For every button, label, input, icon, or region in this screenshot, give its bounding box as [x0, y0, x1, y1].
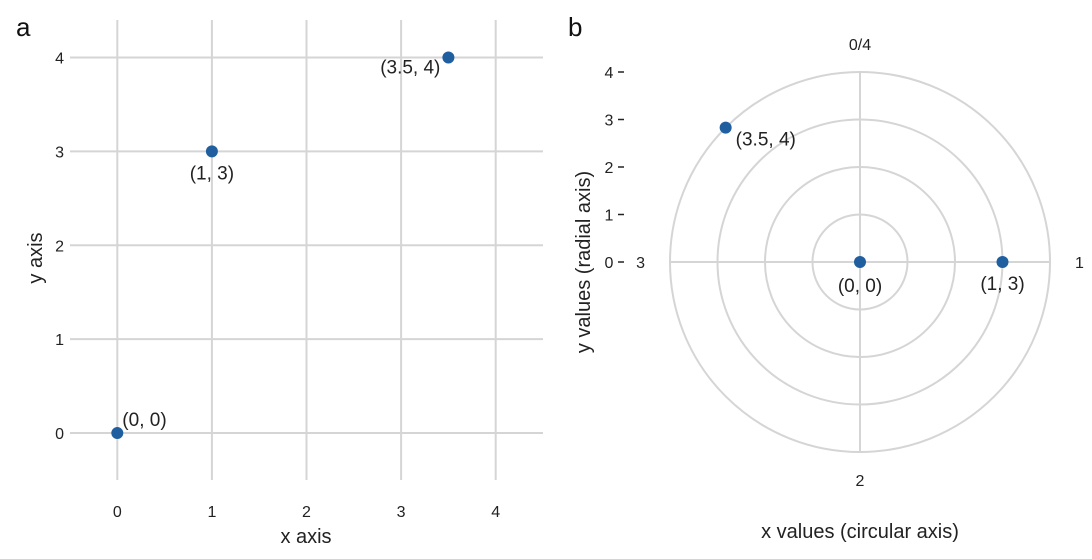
- data-label-3-5-4: (3.5, 4): [380, 58, 440, 79]
- y-tick-label-0: 0: [55, 426, 64, 443]
- data-point-1-3: [205, 145, 218, 158]
- panel-a-y-tick-labels: 0 1 2 3 4: [55, 51, 64, 444]
- panel-b-points: [719, 121, 1009, 268]
- radial-tick-label-0: 0: [605, 255, 614, 272]
- panel-b-polar-plot: b 0/4 1 2 3 0 1 2 3 4 (0, 0) (1, 3) (3.5, 4) x va…: [568, 12, 1084, 543]
- panel-b-x-axis-title: x values (circular axis): [761, 521, 959, 543]
- polar-data-label-3-5-4: (3.5, 4): [736, 130, 796, 151]
- x-tick-label-4: 4: [491, 504, 500, 521]
- polar-data-point-1-3: [996, 256, 1009, 268]
- data-point-3-5-4: [442, 51, 455, 64]
- polar-data-label-0-0: (0, 0): [838, 276, 882, 297]
- data-point-0-0: [111, 427, 124, 440]
- panel-a-points: [111, 51, 455, 440]
- panel-b-y-axis-title: y values (radial axis): [573, 171, 595, 353]
- panel-a-y-axis-title: y axis: [25, 232, 47, 283]
- polar-data-label-1-3: (1, 3): [980, 274, 1024, 295]
- panel-b-point-labels: (0, 0) (1, 3) (3.5, 4): [736, 130, 1025, 297]
- panel-b-letter: b: [568, 12, 582, 42]
- x-tick-label-0: 0: [113, 504, 122, 521]
- panel-b-radial-tick-labels: 0 1 2 3 4: [605, 65, 624, 272]
- polar-data-point-3-5-4: [719, 121, 732, 134]
- y-tick-label-2: 2: [55, 238, 64, 255]
- angular-tick-label-3: 3: [636, 255, 645, 272]
- y-tick-label-3: 3: [55, 144, 64, 161]
- radial-tick-label-4: 4: [605, 65, 614, 82]
- panel-b-angular-tick-labels: 0/4 1 2 3: [636, 37, 1084, 490]
- panel-a-x-axis-title: x axis: [280, 526, 331, 548]
- panel-a-x-tick-labels: 0 1 2 3 4: [113, 504, 500, 521]
- angular-tick-label-2: 2: [856, 473, 865, 490]
- angular-tick-label-1: 1: [1075, 255, 1084, 272]
- panel-a-letter: a: [16, 12, 31, 42]
- radial-tick-label-3: 3: [605, 113, 614, 130]
- y-tick-label-1: 1: [55, 332, 64, 349]
- x-tick-label-1: 1: [207, 504, 216, 521]
- y-tick-label-4: 4: [55, 51, 64, 68]
- data-label-0-0: (0, 0): [122, 410, 166, 431]
- data-label-1-3: (1, 3): [190, 163, 234, 184]
- panel-a-point-labels: (0, 0) (1, 3) (3.5, 4): [122, 58, 440, 432]
- x-tick-label-2: 2: [302, 504, 311, 521]
- radial-tick-label-1: 1: [605, 208, 614, 225]
- radial-tick-label-2: 2: [605, 160, 614, 177]
- x-tick-label-3: 3: [397, 504, 406, 521]
- polar-data-point-0-0: [854, 256, 866, 268]
- panel-a-cartesian-plot: a 0 1 2 3 4 0 1 2 3 4 (0, 0) (1, 3) (3.5, 4) x axi…: [16, 12, 543, 548]
- panel-a-grid: [70, 20, 543, 480]
- angular-tick-label-0-4: 0/4: [849, 37, 871, 54]
